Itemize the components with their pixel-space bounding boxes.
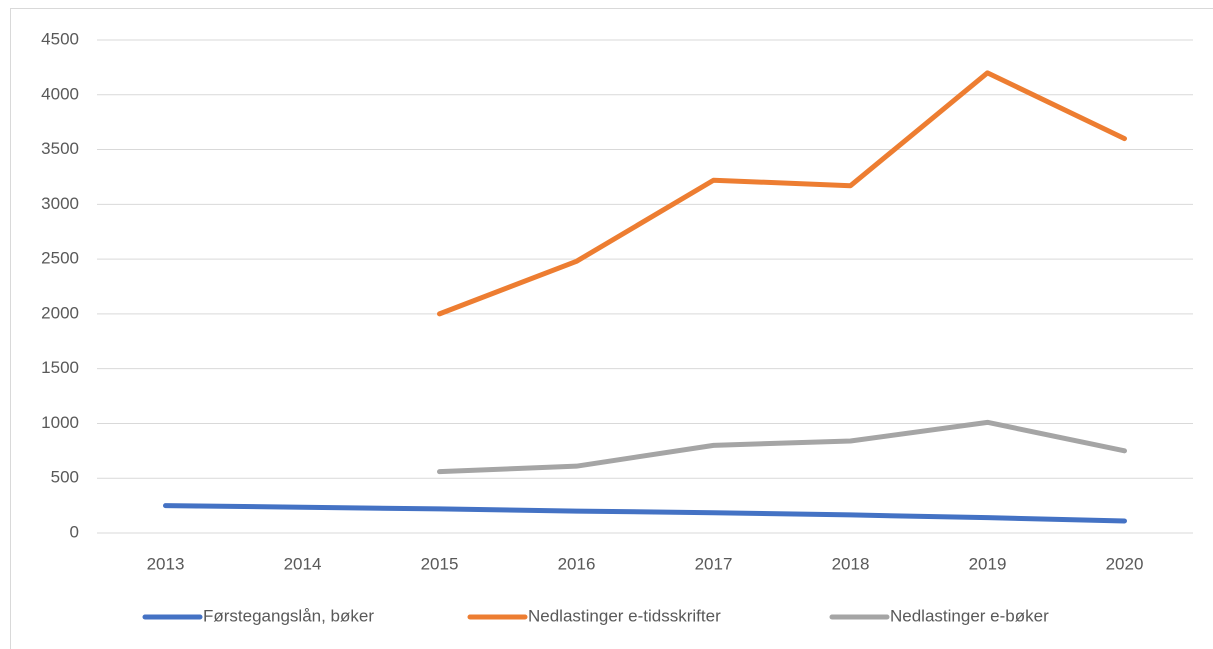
x-tick-label: 2020 [1106, 554, 1144, 573]
x-tick-label: 2013 [147, 554, 185, 573]
y-tick-label: 3500 [41, 139, 79, 158]
series-line [437, 70, 1127, 317]
y-tick-label: 1500 [41, 358, 79, 377]
y-tick-label: 2500 [41, 249, 79, 268]
legend-label: Nedlastinger e-bøker [890, 606, 1049, 625]
x-tick-label: 2015 [421, 554, 459, 573]
series-line [163, 503, 1127, 524]
y-tick-label: 1000 [41, 413, 79, 432]
x-tick-label: 2018 [832, 554, 870, 573]
y-tick-label: 3000 [41, 194, 79, 213]
y-tick-label: 500 [51, 468, 79, 487]
y-tick-label: 2000 [41, 303, 79, 322]
chart-frame [10, 8, 1213, 649]
y-tick-label: 4000 [41, 84, 79, 103]
legend-label: Nedlastinger e-tidsskrifter [528, 606, 721, 625]
x-tick-label: 2017 [695, 554, 733, 573]
x-tick-label: 2019 [969, 554, 1007, 573]
y-tick-label: 0 [70, 522, 79, 541]
x-tick-label: 2014 [284, 554, 322, 573]
series-line [437, 419, 1127, 475]
y-tick-label: 4500 [41, 29, 79, 48]
legend-label: Førstegangslån, bøker [203, 606, 374, 625]
x-tick-label: 2016 [558, 554, 596, 573]
